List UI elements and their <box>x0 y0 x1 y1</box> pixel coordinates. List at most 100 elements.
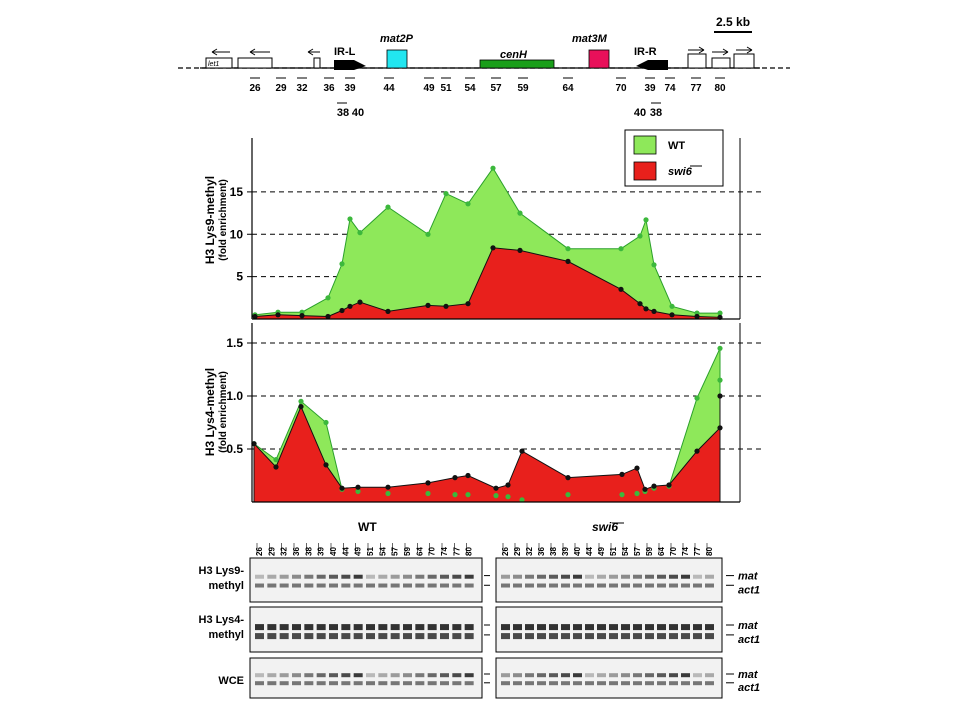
position-sublabel: 38 <box>650 107 662 119</box>
wt-point <box>517 210 523 216</box>
gel-band-mat <box>415 673 425 678</box>
gel-band-mat <box>452 574 462 579</box>
gel-band-mat <box>366 673 375 678</box>
gel-band-mat <box>390 673 400 678</box>
position-label: 80 <box>714 83 726 94</box>
gene-box-r3 <box>733 53 755 69</box>
gel-band-act1 <box>390 633 400 640</box>
swi6-point <box>299 313 305 319</box>
scale-bar-label: 2.5 kb <box>716 15 750 29</box>
lys9-points <box>252 165 723 320</box>
legend-wt-label: WT <box>668 140 685 152</box>
gel-band-act1 <box>561 681 570 686</box>
position-label: 26 <box>249 83 261 94</box>
wt-point <box>443 191 449 197</box>
gel-band-mat <box>415 574 425 579</box>
gel-band-act1 <box>693 681 702 686</box>
chart-lys4-grid <box>252 342 765 450</box>
gel-lane-label: 51 <box>609 547 618 556</box>
gel-band-mat <box>304 624 314 631</box>
gel-band-act1 <box>633 633 642 640</box>
gel-band-act1 <box>255 583 264 588</box>
gel-lane-label: 32 <box>280 547 289 556</box>
mat3m-box <box>588 49 610 69</box>
swi6-point <box>275 312 281 318</box>
arrow-let1 <box>211 48 230 56</box>
gel-band-mat <box>597 624 606 631</box>
gel-band-mat <box>341 673 351 678</box>
gel-band-mat <box>267 673 277 678</box>
gel-band-act1 <box>378 681 388 686</box>
gel-band-mat <box>645 574 654 579</box>
gel-band-act1 <box>585 583 594 588</box>
gel-band-mat <box>549 673 558 678</box>
gel-lane-label: 39 <box>561 547 570 556</box>
gel-band-act1 <box>549 633 558 640</box>
gel-band-mat <box>609 574 618 579</box>
gel-band-act1 <box>681 681 690 686</box>
position-sublabel: 40 <box>634 107 646 119</box>
swi6-point <box>425 480 431 486</box>
wt-point <box>717 345 723 351</box>
gel-lane-label: 64 <box>657 547 666 556</box>
gel-band-act1 <box>705 633 714 640</box>
gel-band-act1 <box>427 633 437 640</box>
gel-band-mat <box>669 574 678 579</box>
gel-band-mat <box>621 624 630 631</box>
gel-band-mat <box>657 673 666 678</box>
gene-box-r2 <box>711 57 731 69</box>
gel-lane-label: 57 <box>633 547 642 556</box>
swi6-point <box>339 307 345 314</box>
swi6-point <box>385 484 391 490</box>
gel-band-mat <box>353 673 363 678</box>
mat2p-label: mat2P <box>380 33 414 45</box>
lys4-points <box>251 345 723 503</box>
gel-band-mat <box>621 673 630 678</box>
gel-band-act1 <box>329 681 338 686</box>
gel-band-act1 <box>513 633 522 640</box>
gel-band-act1 <box>573 583 582 588</box>
gel-row-label: H3 Lys4- <box>199 614 245 626</box>
gel-lane-label: 40 <box>329 547 338 556</box>
gel-band-mat <box>366 574 375 579</box>
gel-band-mat <box>549 624 558 631</box>
gel-band-act1 <box>316 681 326 686</box>
wt-point <box>347 216 353 222</box>
gel-band-mat <box>353 624 363 631</box>
cenh-label: cenH <box>500 49 528 61</box>
gel-band-mat <box>501 624 510 631</box>
chart-lys4: 0.5 1.0 1.5 H3 Lys4-methyl (fold enrichmen… <box>203 323 765 503</box>
gel-band-mat <box>341 574 351 579</box>
gel-band-act1 <box>316 583 326 588</box>
swi6-point <box>452 475 458 481</box>
gel-band-mat <box>573 574 582 579</box>
gel-lane-label: 77 <box>452 547 461 556</box>
gel-band-act1 <box>633 681 642 686</box>
wt-point <box>273 457 279 463</box>
gel-band-act1 <box>292 583 301 588</box>
swi6-point <box>519 448 525 454</box>
gel-band-act1 <box>353 583 363 588</box>
gel-band-act1 <box>255 681 264 686</box>
lys9-ylabel-sub: (fold enrichment) <box>218 179 229 261</box>
gel-band-mat <box>633 574 642 579</box>
swi6-point <box>357 299 363 305</box>
y-tick-label: 5 <box>236 270 243 284</box>
gel-band-act1 <box>573 681 582 686</box>
gel-band-mat <box>267 624 277 631</box>
gel-lane-label: 74 <box>440 547 449 556</box>
swi6-point <box>634 465 640 471</box>
gel-band-act1 <box>415 633 425 640</box>
gel-band-act1 <box>452 633 462 640</box>
wt-point <box>565 246 571 252</box>
gel-band-act1 <box>329 583 338 588</box>
gel-band-act1 <box>415 583 425 588</box>
gel-band-act1 <box>669 583 678 588</box>
mat2p-box <box>386 49 408 69</box>
gel-band-act1 <box>693 633 702 640</box>
gel-band-mat <box>561 574 570 579</box>
swi6-point <box>565 258 571 264</box>
legend-swi6-swatch <box>633 161 657 181</box>
wt-point <box>298 398 304 404</box>
gel-row-label: WCE <box>218 675 244 687</box>
